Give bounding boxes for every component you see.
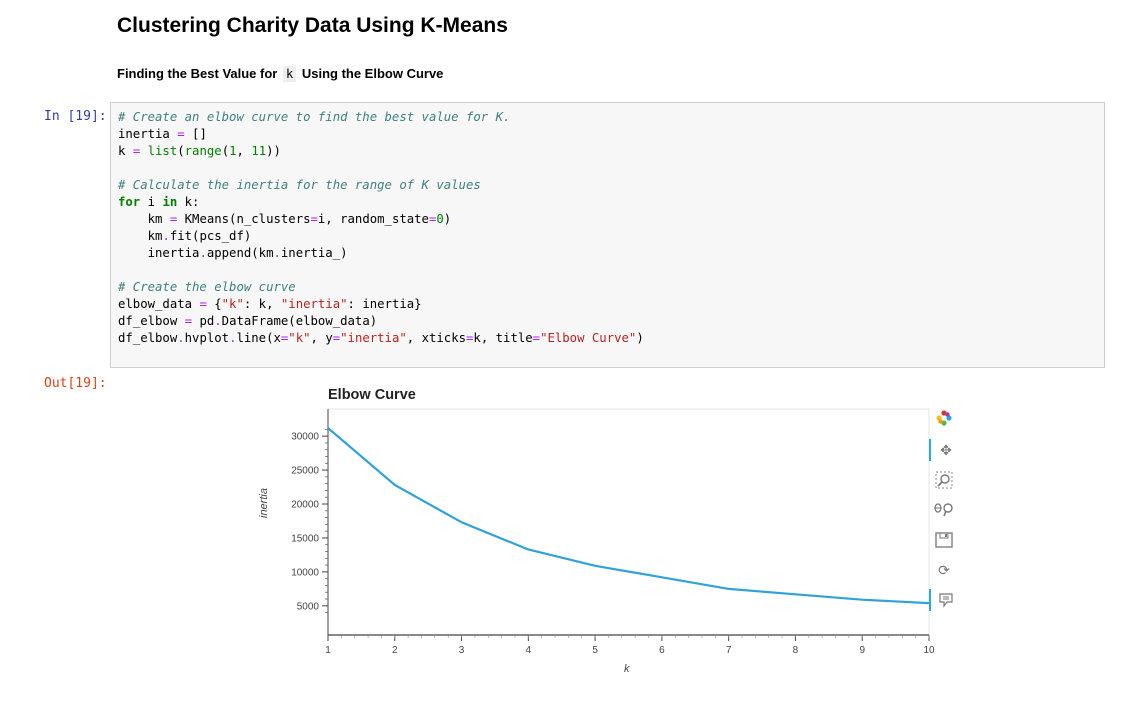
x-tick-label: 3: [459, 645, 465, 656]
x-tick-label: 4: [526, 645, 532, 656]
y-tick-label: 10000: [291, 567, 319, 578]
code-cell[interactable]: # Create an elbow curve to find the best…: [110, 102, 1105, 368]
heading-text-after: Using the Elbow Curve: [301, 66, 444, 81]
y-tick-label: 25000: [291, 466, 319, 477]
heading-text-before: Finding the Best Value for: [117, 66, 278, 81]
plot-toolbar: ✥ ⟳: [929, 405, 959, 615]
x-tick-label: 6: [659, 645, 665, 656]
section-heading: Finding the Best Value for k Using the E…: [117, 66, 444, 82]
chart-title: Elbow Curve: [328, 387, 416, 403]
page-title: Clustering Charity Data Using K-Means: [117, 14, 508, 37]
box-zoom-icon[interactable]: [929, 469, 959, 491]
elbow-curve-chart[interactable]: 5000 10000 15000 20000 25000 30000 1 2 3 4 5 6 7 8 9 10: [250, 400, 940, 662]
pan-icon[interactable]: ✥: [929, 439, 961, 461]
y-tick-label: 5000: [297, 601, 320, 612]
reset-icon[interactable]: ⟳: [938, 561, 950, 578]
y-tick-label: 30000: [291, 432, 319, 443]
heading-code-k: k: [282, 66, 297, 82]
x-tick-label: 5: [592, 645, 598, 656]
elbow-series-line: [327, 427, 930, 605]
code-editor[interactable]: # Create an elbow curve to find the best…: [118, 110, 644, 345]
x-tick-label: 10: [923, 645, 935, 656]
x-tick-label: 9: [859, 645, 865, 656]
plot-frame: [327, 408, 930, 636]
x-tick-label: 7: [726, 645, 732, 656]
y-tick-label: 20000: [291, 500, 319, 511]
x-tick-label: 2: [392, 645, 398, 656]
bokeh-logo-icon[interactable]: [929, 407, 959, 429]
input-prompt: In [19]:: [44, 109, 107, 124]
output-prompt: Out[19]:: [44, 376, 107, 391]
x-tick-label: 1: [325, 645, 331, 656]
wheel-zoom-icon[interactable]: [929, 499, 959, 521]
hover-icon[interactable]: [929, 589, 961, 611]
y-tick-label: 15000: [291, 533, 319, 544]
x-tick-label: 8: [793, 645, 799, 656]
save-icon[interactable]: [929, 529, 959, 551]
x-axis-label: k: [624, 663, 630, 675]
